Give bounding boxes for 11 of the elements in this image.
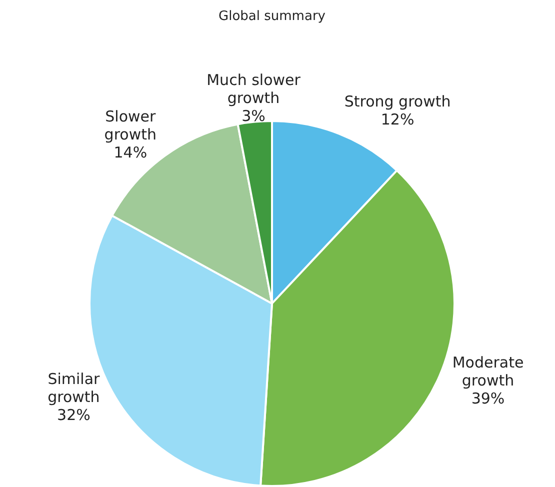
slice-label: Strong growth: [344, 92, 451, 111]
slice-label: Similar growth: [48, 370, 101, 406]
data-label: 39%: [471, 389, 505, 408]
slice-label: Much slower growth: [206, 70, 302, 107]
data-label: 3%: [242, 106, 266, 125]
data-label: 32%: [57, 406, 90, 424]
data-label: 14%: [114, 143, 148, 162]
slice-label: Slower growth: [104, 107, 156, 144]
chart-title: Global summary: [218, 8, 326, 24]
slice-label: Moderate growth: [452, 353, 524, 390]
data-label: 12%: [380, 110, 414, 129]
